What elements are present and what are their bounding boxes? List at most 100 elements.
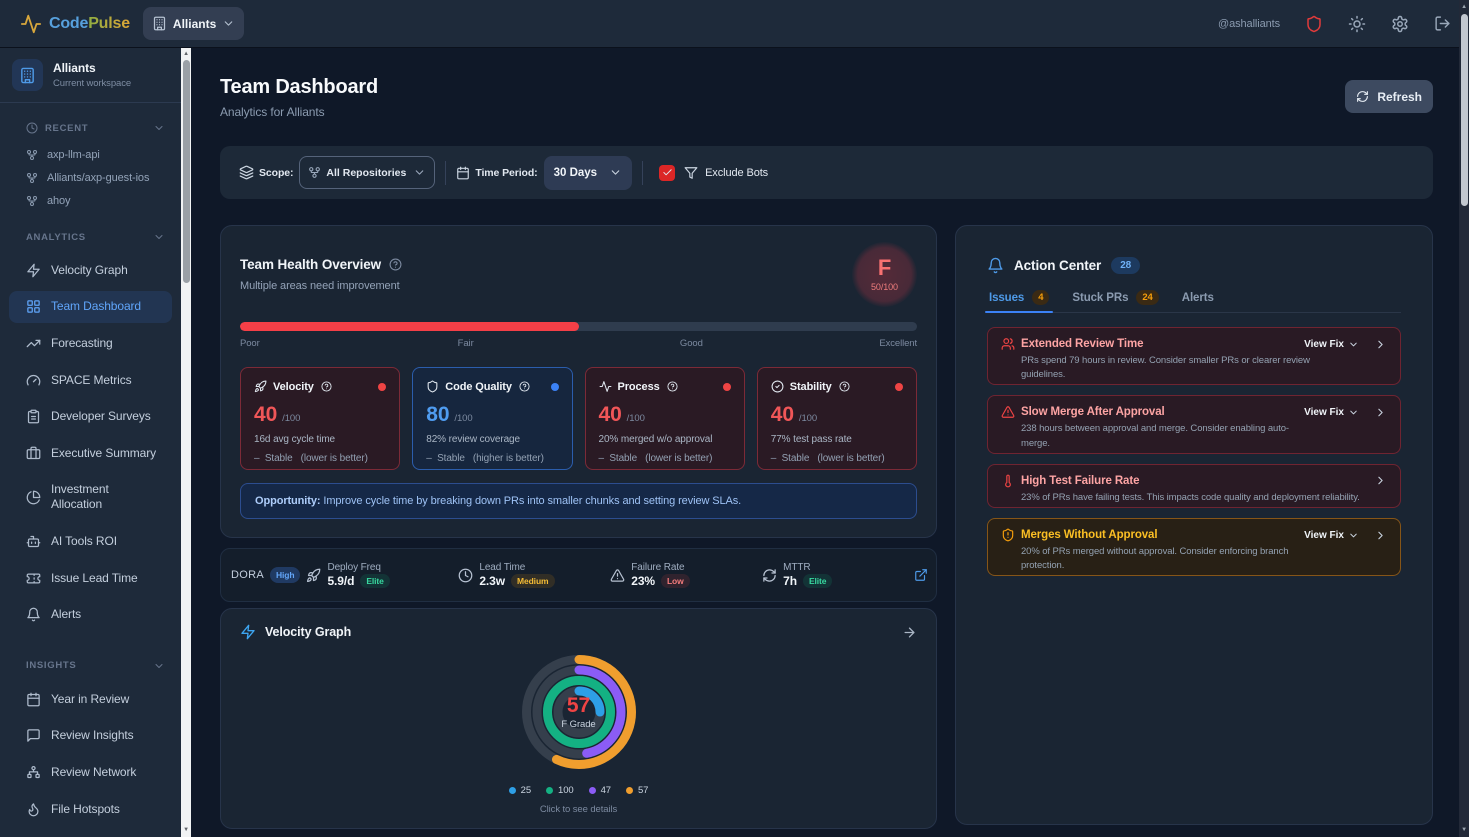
- chevron-down-icon: [153, 231, 165, 243]
- sidebar-item-executive-summary[interactable]: Executive Summary: [9, 437, 172, 469]
- donut-ring-arc: [532, 665, 625, 759]
- sidebar-item-label: SPACE Metrics: [51, 372, 132, 387]
- chevron-down-icon: [153, 122, 165, 134]
- chevron-right-icon[interactable]: [1374, 529, 1387, 542]
- rocket-icon: [254, 380, 267, 393]
- time-period-select[interactable]: 30 Days: [543, 155, 633, 190]
- sidebar-item-year-in-review[interactable]: Year in Review: [9, 683, 172, 715]
- dora-strip: DORA High Deploy Freq 5.9/d Elite Lead Time…: [220, 548, 937, 602]
- team-health-card: Team Health Overview Multiple areas need…: [220, 225, 937, 538]
- sidebar-item-team-dashboard[interactable]: Team Dashboard: [9, 290, 172, 323]
- help-icon[interactable]: [519, 381, 530, 392]
- opportunity-banner: Opportunity: Improve cycle time by break…: [240, 483, 917, 519]
- chevron-right-icon[interactable]: [1374, 406, 1387, 419]
- pulse-icon: [20, 13, 42, 35]
- velocity-graph-card[interactable]: Velocity Graph 57 F Grade 25 100 47 57 Cl: [220, 608, 937, 829]
- sidebar-item-forecasting[interactable]: Forecasting: [9, 327, 172, 359]
- sidebar-section-recent[interactable]: RECENT: [0, 119, 181, 143]
- sidebar-scrollbar[interactable]: ▲ ▼: [181, 48, 191, 837]
- sidebar-item-ai-tools-roi[interactable]: AI Tools ROI: [9, 525, 172, 557]
- external-link-icon[interactable]: [914, 568, 928, 582]
- help-icon[interactable]: [321, 381, 332, 392]
- theme-toggle-button[interactable]: [1348, 15, 1366, 33]
- thermometer-icon: [1001, 474, 1015, 488]
- scroll-up-arrow[interactable]: ▲: [183, 51, 189, 57]
- issue-title: Merges Without Approval: [1021, 529, 1158, 542]
- metric-card-process[interactable]: Process 40/100 20% merged w/o approval – St…: [584, 367, 745, 470]
- metric-max: /100: [282, 413, 301, 424]
- sidebar-item-velocity-graph[interactable]: Velocity Graph: [9, 254, 172, 286]
- tab-stuck-prs[interactable]: Stuck PRs 24: [1070, 282, 1160, 312]
- logout-button[interactable]: [1434, 15, 1451, 32]
- view-fix-button[interactable]: View Fix: [1304, 407, 1359, 418]
- sidebar-section-analytics[interactable]: ANALYTICS: [0, 228, 181, 252]
- chevron-right-icon[interactable]: [1374, 474, 1387, 487]
- sidebar-item-investment-allocation[interactable]: Investment Allocation: [9, 474, 172, 521]
- scroll-up-arrow[interactable]: ▲: [1461, 4, 1467, 10]
- exclude-bots-checkbox[interactable]: [659, 164, 676, 181]
- tab-alerts[interactable]: Alerts: [1180, 282, 1216, 312]
- calendar-icon: [456, 166, 470, 180]
- network-icon: [26, 765, 41, 780]
- scroll-down-arrow[interactable]: ▼: [183, 827, 189, 833]
- sidebar-section-insights[interactable]: INSIGHTS: [0, 657, 181, 681]
- rocket-icon: [306, 568, 321, 583]
- help-icon[interactable]: [839, 381, 850, 392]
- page-scrollbar-thumb[interactable]: [1460, 14, 1468, 206]
- view-fix-button[interactable]: View Fix: [1304, 339, 1359, 350]
- sidebar-item-review-insights[interactable]: Review Insights: [9, 720, 172, 752]
- sidebar-item-issue-lead-time[interactable]: Issue Lead Time: [9, 562, 172, 594]
- help-icon[interactable]: [667, 381, 678, 392]
- settings-button[interactable]: [1391, 15, 1409, 33]
- alert-triangle-icon: [610, 568, 625, 583]
- clock-icon: [26, 122, 38, 134]
- grade-score: 50/100: [871, 282, 898, 292]
- chevron-right-icon[interactable]: [1374, 338, 1387, 351]
- sidebar-item-developer-surveys[interactable]: Developer Surveys: [9, 401, 172, 433]
- legend-dot: [508, 787, 516, 794]
- metric-card-stability[interactable]: Stability 40/100 77% test pass rate – Stabl…: [756, 367, 917, 470]
- sidebar-item-review-network[interactable]: Review Network: [9, 756, 172, 788]
- legend-dot: [588, 787, 596, 794]
- issue-card-extended-review-time[interactable]: Extended Review Time View Fix PRs spend 79…: [987, 327, 1401, 386]
- arrow-right-icon[interactable]: [902, 625, 917, 640]
- sidebar-item-label: AI Tools ROI: [51, 533, 117, 548]
- scroll-down-arrow[interactable]: ▼: [1461, 827, 1467, 833]
- issue-description: 23% of PRs have failing tests. This impa…: [1021, 491, 1360, 503]
- metric-card-code-quality[interactable]: Code Quality 80/100 82% review coverage – S…: [412, 367, 573, 470]
- recent-repo-item[interactable]: Alliants/axp-guest-ios: [0, 166, 181, 189]
- tab-label: Issues: [989, 291, 1025, 304]
- issue-card-high-test-failure-rate[interactable]: High Test Failure Rate 23% of PRs have fa…: [987, 463, 1401, 509]
- velocity-donut-chart[interactable]: 57 F Grade: [519, 652, 639, 772]
- refresh-button[interactable]: Refresh: [1345, 80, 1433, 113]
- exclude-bots-label[interactable]: Exclude Bots: [684, 166, 768, 180]
- sidebar-divider: [0, 102, 181, 103]
- sidebar-item-label: Forecasting: [51, 335, 113, 350]
- layout-grid-icon: [26, 299, 41, 314]
- recent-repo-item[interactable]: axp-llm-api: [0, 143, 181, 166]
- sidebar-item-space-metrics[interactable]: SPACE Metrics: [9, 364, 172, 396]
- recent-repo-item[interactable]: ahoy: [0, 189, 181, 212]
- scope-select[interactable]: All Repositories: [299, 156, 436, 189]
- bell-icon: [987, 257, 1004, 274]
- donut-ring-arc: [553, 686, 604, 738]
- issue-card-merges-without-approval[interactable]: Merges Without Approval View Fix 20% of PR…: [987, 518, 1401, 577]
- sidebar-scrollbar-thumb[interactable]: [182, 60, 190, 283]
- grade-letter: F: [877, 255, 892, 280]
- issue-card-slow-merge-after-approval[interactable]: Slow Merge After Approval View Fix 238 hou…: [987, 395, 1401, 454]
- sidebar-workspace[interactable]: Alliants Current workspace: [0, 59, 181, 102]
- metric-trend: – Stable (higher is better): [426, 453, 544, 464]
- view-fix-button[interactable]: View Fix: [1304, 530, 1359, 541]
- view-fix-label: View Fix: [1304, 338, 1344, 350]
- sidebar-item-label: Review Network: [51, 764, 137, 779]
- metric-card-velocity[interactable]: Velocity 40/100 16d avg cycle time – Stable…: [240, 367, 401, 470]
- sidebar-item-file-hotspots[interactable]: File Hotspots: [9, 793, 172, 825]
- help-icon[interactable]: [389, 258, 402, 271]
- admin-shield-button[interactable]: [1305, 15, 1323, 33]
- workspace-switcher[interactable]: Alliants: [142, 7, 245, 40]
- sidebar-item-alerts[interactable]: Alerts: [9, 599, 172, 631]
- tab-issues[interactable]: Issues 4: [984, 282, 1054, 313]
- sidebar-item-label: Issue Lead Time: [51, 570, 138, 585]
- page-scrollbar[interactable]: ▲ ▼: [1459, 0, 1469, 837]
- users-icon: [1001, 337, 1015, 351]
